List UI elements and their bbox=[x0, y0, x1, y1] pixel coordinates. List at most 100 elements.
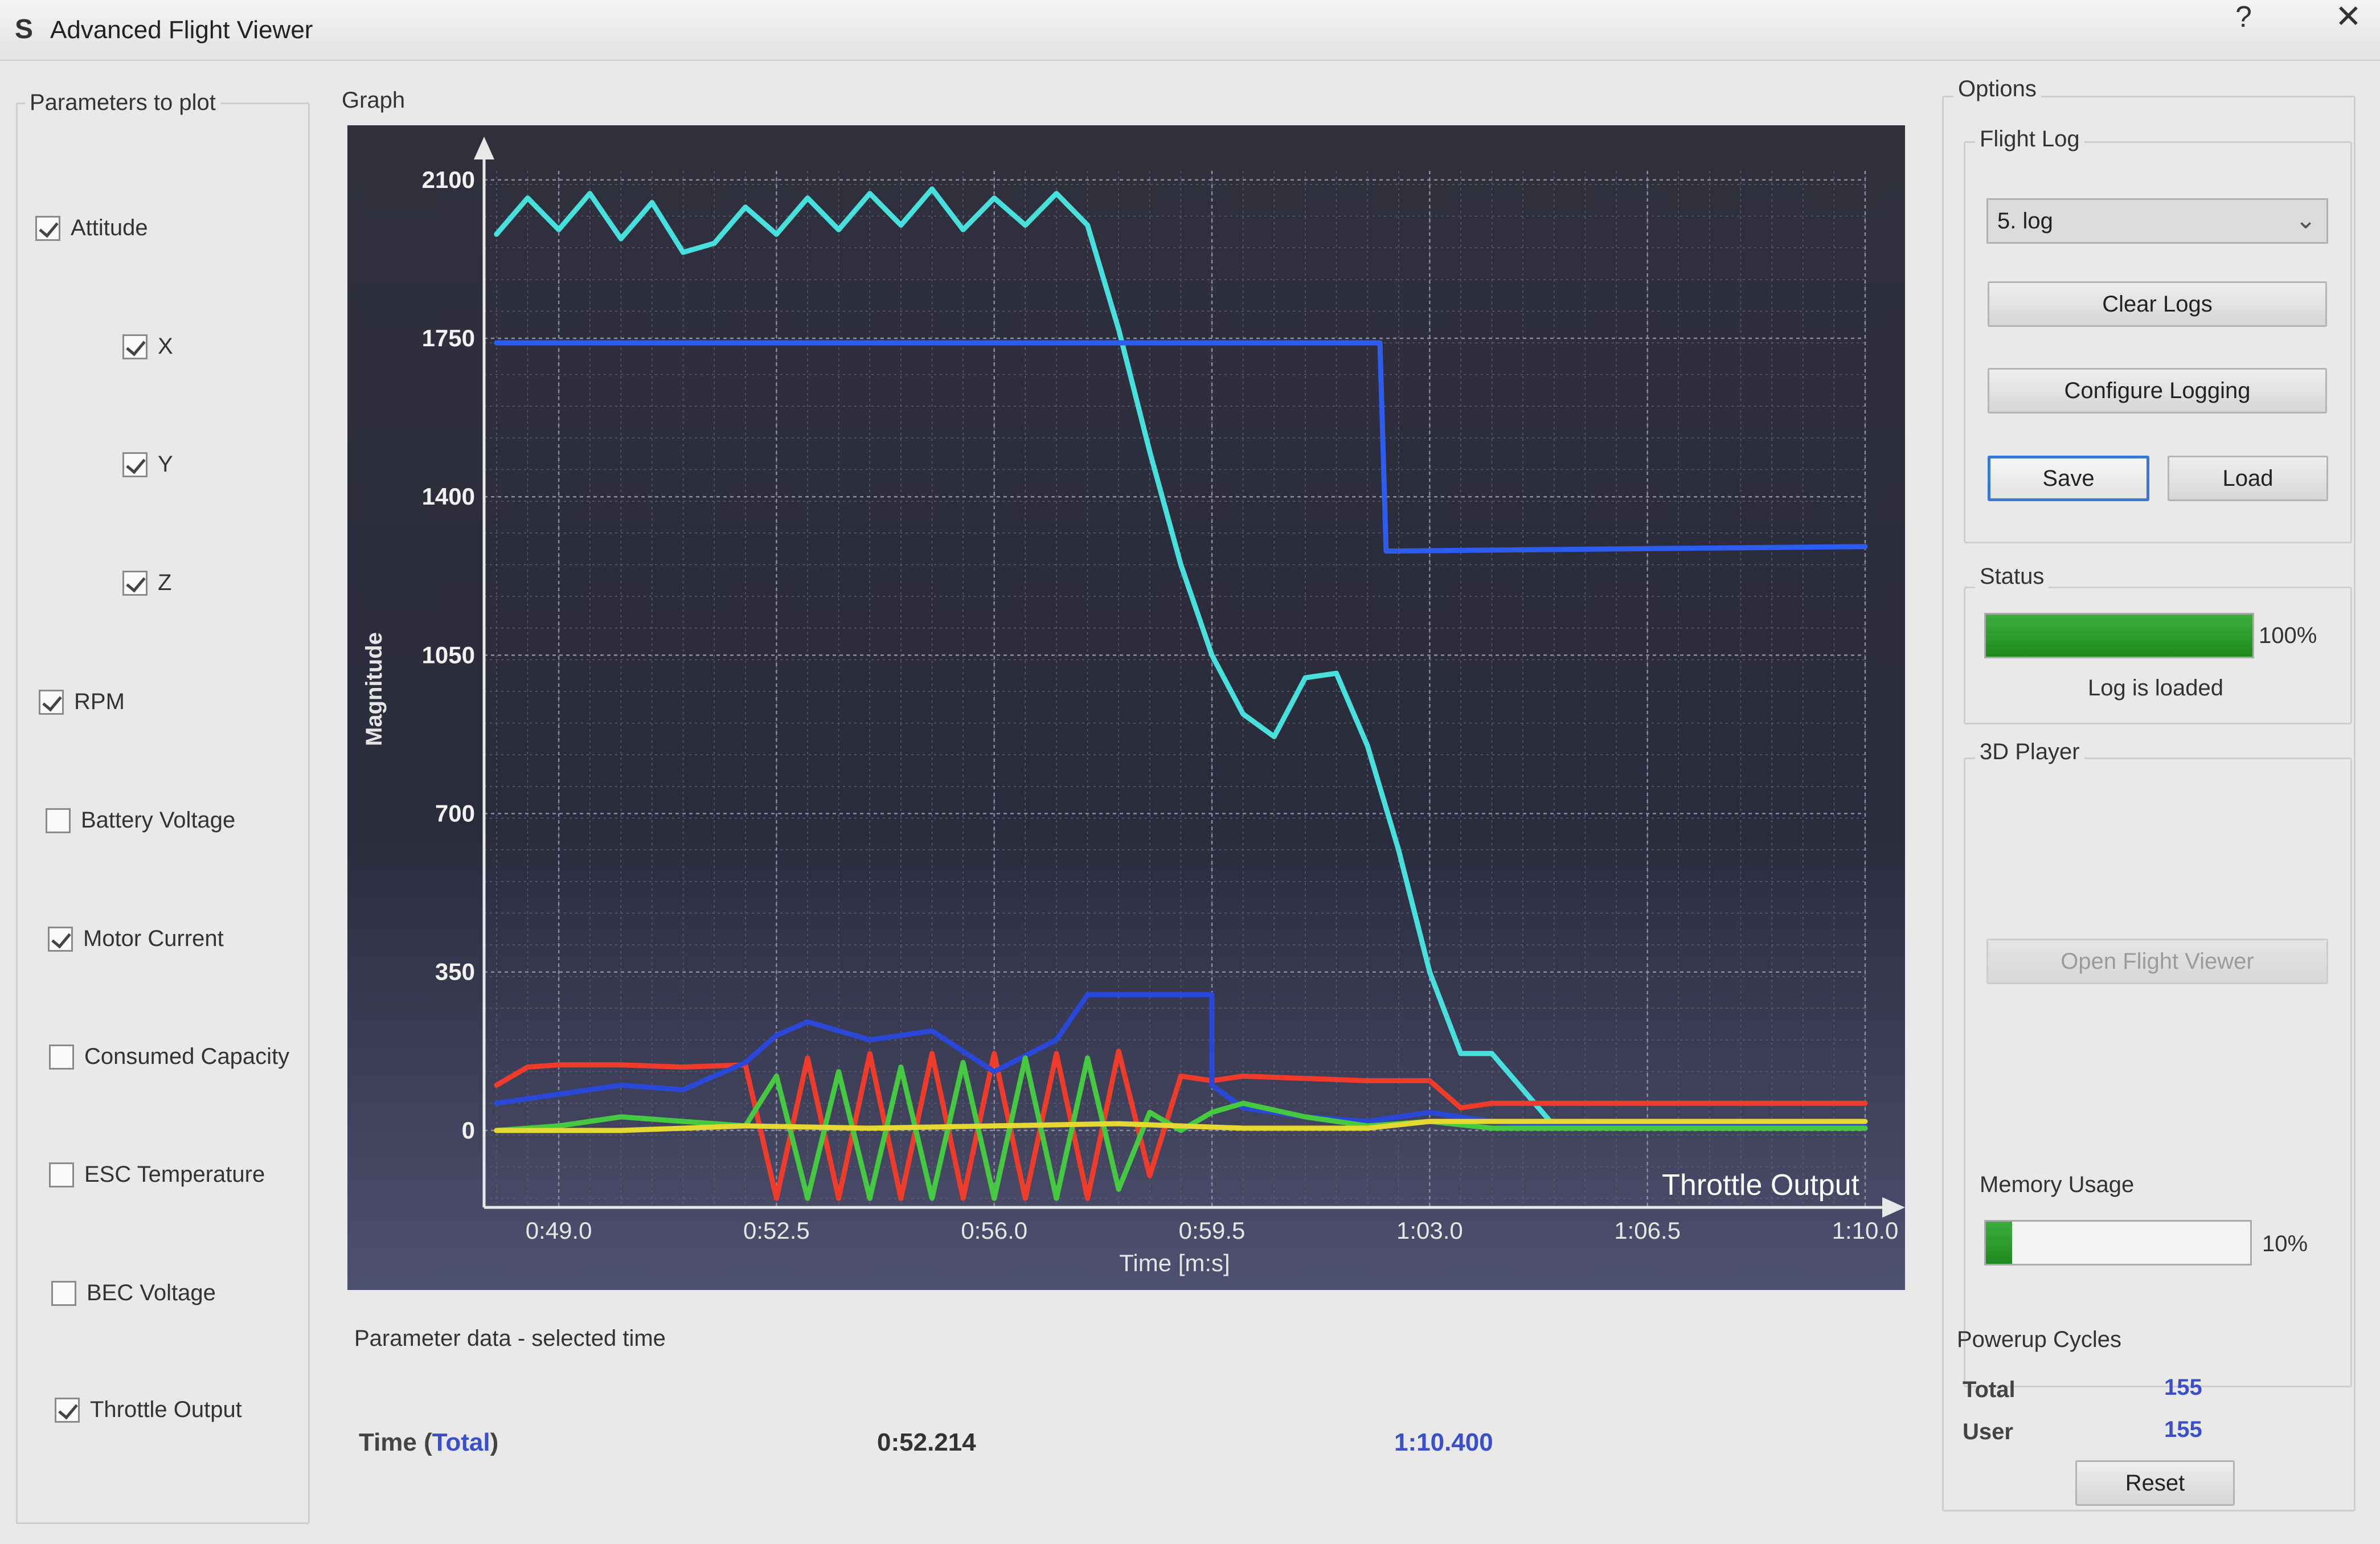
x-tick-label: 1:10.0 bbox=[1832, 1217, 1899, 1244]
clear-logs-button[interactable]: Clear Logs bbox=[1988, 281, 2327, 327]
y-tick-label: 1400 bbox=[422, 483, 475, 510]
checkbox[interactable] bbox=[51, 1280, 76, 1306]
param-label: Z bbox=[158, 570, 172, 595]
checkbox[interactable] bbox=[122, 570, 148, 596]
series-group bbox=[494, 186, 1868, 1201]
parameter-data-title: Parameter data - selected time bbox=[354, 1326, 666, 1351]
status-progress-fill bbox=[1986, 615, 2252, 657]
param-label: Battery Voltage bbox=[81, 808, 236, 833]
status-progress-bar bbox=[1984, 613, 2254, 658]
reset-button[interactable]: Reset bbox=[2075, 1460, 2235, 1506]
flight-chart: 0:49.0 0:52.5 0:56.0 0:59.5 1:03.0 1:06.5 1:10… bbox=[347, 125, 1905, 1290]
param-label: Attitude bbox=[71, 215, 148, 240]
param-attitude[interactable]: Attitude bbox=[35, 215, 148, 241]
memory-progress-fill bbox=[1986, 1222, 2013, 1264]
param-consumed-capacity[interactable]: Consumed Capacity bbox=[49, 1044, 289, 1070]
chart-annotation: Throttle Output bbox=[1662, 1169, 1859, 1202]
status-percent: 100% bbox=[2259, 623, 2317, 648]
checkbox[interactable] bbox=[49, 1044, 74, 1070]
checkbox[interactable] bbox=[48, 926, 73, 952]
title-bar: S Advanced Flight Viewer ? ✕ bbox=[0, 0, 2380, 61]
total-time-value: 1:10.400 bbox=[1394, 1428, 1493, 1456]
powerup-title: Powerup Cycles bbox=[1957, 1327, 2122, 1352]
x-tick-label: 0:49.0 bbox=[526, 1217, 592, 1244]
param-label: ESC Temperature bbox=[84, 1162, 265, 1187]
checkbox[interactable] bbox=[55, 1397, 80, 1423]
param-label: RPM bbox=[74, 689, 125, 714]
series-line-0 bbox=[494, 186, 1868, 1131]
status-message: Log is loaded bbox=[2088, 675, 2223, 701]
checkbox[interactable] bbox=[46, 808, 71, 833]
time-label-prefix: Time ( bbox=[359, 1428, 432, 1456]
param-label: Motor Current bbox=[83, 926, 224, 951]
open-flight-viewer-button[interactable]: Open Flight Viewer bbox=[1986, 939, 2328, 984]
param-battery-voltage[interactable]: Battery Voltage bbox=[46, 808, 235, 833]
x-tick-label: 0:52.5 bbox=[743, 1217, 810, 1244]
powerup-total-label: Total bbox=[1963, 1377, 2016, 1402]
window-title: Advanced Flight Viewer bbox=[50, 16, 313, 44]
save-button[interactable]: Save bbox=[1988, 456, 2149, 501]
checkbox[interactable] bbox=[122, 452, 148, 477]
series-line-5 bbox=[494, 1119, 1868, 1133]
param-label: Throttle Output bbox=[90, 1397, 242, 1422]
powerup-total-value: 155 bbox=[2164, 1375, 2202, 1400]
param-label: Y bbox=[158, 452, 173, 477]
checkbox[interactable] bbox=[49, 1162, 74, 1187]
player-title: 3D Player bbox=[1975, 739, 2084, 765]
y-axis-arrow-icon bbox=[474, 137, 494, 159]
flight-log-group bbox=[1964, 141, 2352, 543]
memory-progress-bar bbox=[1984, 1220, 2252, 1265]
chevron-down-icon: ⌄ bbox=[2295, 206, 2316, 234]
close-icon[interactable]: ✕ bbox=[2335, 0, 2362, 34]
y-tick-label: 0 bbox=[462, 1117, 475, 1144]
y-tick-label: 2100 bbox=[422, 166, 475, 193]
x-tick-label: 1:03.0 bbox=[1396, 1217, 1463, 1244]
graph-canvas[interactable]: 0:49.0 0:52.5 0:56.0 0:59.5 1:03.0 1:06.5 1:10… bbox=[347, 125, 1905, 1290]
y-axis-label: Magnitude bbox=[362, 632, 387, 746]
x-axis-arrow-icon bbox=[1882, 1197, 1905, 1218]
param-z[interactable]: Z bbox=[122, 570, 171, 596]
options-title: Options bbox=[1953, 76, 2041, 102]
time-label: Time (Total) bbox=[359, 1428, 498, 1457]
param-x[interactable]: X bbox=[122, 334, 173, 359]
time-label-total: Total bbox=[432, 1428, 490, 1456]
player-group bbox=[1964, 757, 2352, 1387]
memory-title: Memory Usage bbox=[1980, 1172, 2135, 1197]
y-tick-label: 350 bbox=[435, 959, 475, 985]
series-line-3 bbox=[494, 992, 1868, 1129]
param-bec-voltage[interactable]: BEC Voltage bbox=[51, 1280, 216, 1306]
checkbox[interactable] bbox=[39, 689, 64, 715]
param-esc-temperature[interactable]: ESC Temperature bbox=[49, 1162, 265, 1187]
memory-percent: 10% bbox=[2262, 1231, 2308, 1256]
flight-log-selected: 5. log bbox=[1997, 208, 2053, 234]
parameters-title: Parameters to plot bbox=[25, 90, 220, 116]
app-logo-icon: S bbox=[14, 14, 33, 44]
load-button[interactable]: Load bbox=[2168, 456, 2328, 501]
param-label: BEC Voltage bbox=[87, 1280, 216, 1305]
flight-log-select[interactable]: 5. log ⌄ bbox=[1986, 198, 2328, 244]
param-motor-current[interactable]: Motor Current bbox=[48, 926, 224, 952]
checkbox[interactable] bbox=[122, 334, 148, 359]
powerup-user-value: 155 bbox=[2164, 1417, 2202, 1442]
param-rpm[interactable]: RPM bbox=[39, 689, 125, 715]
status-title: Status bbox=[1975, 564, 2049, 589]
x-tick-label: 1:06.5 bbox=[1614, 1217, 1681, 1244]
param-throttle-output[interactable]: Throttle Output bbox=[55, 1397, 242, 1423]
x-tick-label: 0:59.5 bbox=[1179, 1217, 1246, 1244]
checkbox[interactable] bbox=[35, 215, 60, 241]
configure-logging-button[interactable]: Configure Logging bbox=[1988, 368, 2327, 413]
y-tick-label: 1750 bbox=[422, 325, 475, 351]
chart-background bbox=[347, 125, 1905, 1290]
series-line-1 bbox=[494, 340, 1868, 554]
param-label: Consumed Capacity bbox=[84, 1044, 290, 1069]
time-label-suffix: ) bbox=[490, 1428, 499, 1456]
param-y[interactable]: Y bbox=[122, 452, 173, 477]
options-panel bbox=[1942, 96, 2356, 1512]
y-tick-label: 700 bbox=[435, 800, 475, 827]
help-icon[interactable]: ? bbox=[2235, 1, 2252, 34]
flight-log-title: Flight Log bbox=[1975, 126, 2084, 152]
powerup-user-label: User bbox=[1963, 1419, 2013, 1444]
selected-time-value: 0:52.214 bbox=[877, 1428, 976, 1456]
y-tick-label: 1050 bbox=[422, 641, 475, 668]
status-group bbox=[1964, 587, 2352, 724]
